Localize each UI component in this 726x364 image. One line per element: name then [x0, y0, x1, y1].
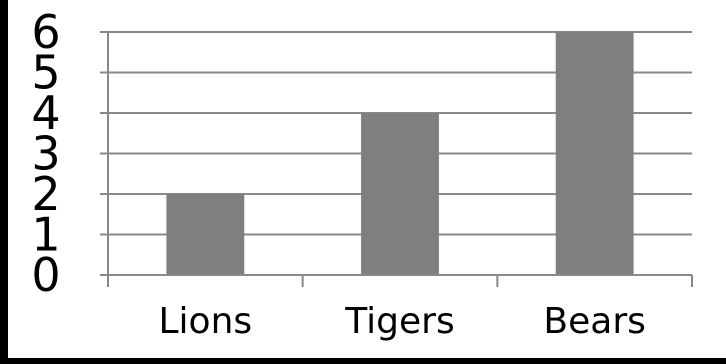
y-tick-label: 6 — [31, 5, 60, 59]
y-tick-label: 2 — [31, 167, 60, 221]
y-tick-label: 0 — [31, 248, 60, 302]
y-tick-label: 1 — [31, 208, 60, 262]
axes — [100, 31, 693, 287]
x-tick-label-lions: Lions — [159, 301, 253, 342]
bars — [166, 32, 634, 275]
bar-tigers — [361, 113, 439, 275]
x-tick-labels: Lions Tigers Bears — [159, 301, 646, 342]
x-tick-label-tigers: Tigers — [344, 301, 454, 342]
bar-lions — [166, 194, 245, 275]
y-tick-label: 5 — [31, 46, 60, 100]
x-tick-label-bears: Bears — [543, 301, 645, 342]
y-tick-label: 4 — [31, 86, 60, 140]
y-tick-label: 3 — [31, 127, 60, 181]
bar-bears — [555, 32, 634, 275]
